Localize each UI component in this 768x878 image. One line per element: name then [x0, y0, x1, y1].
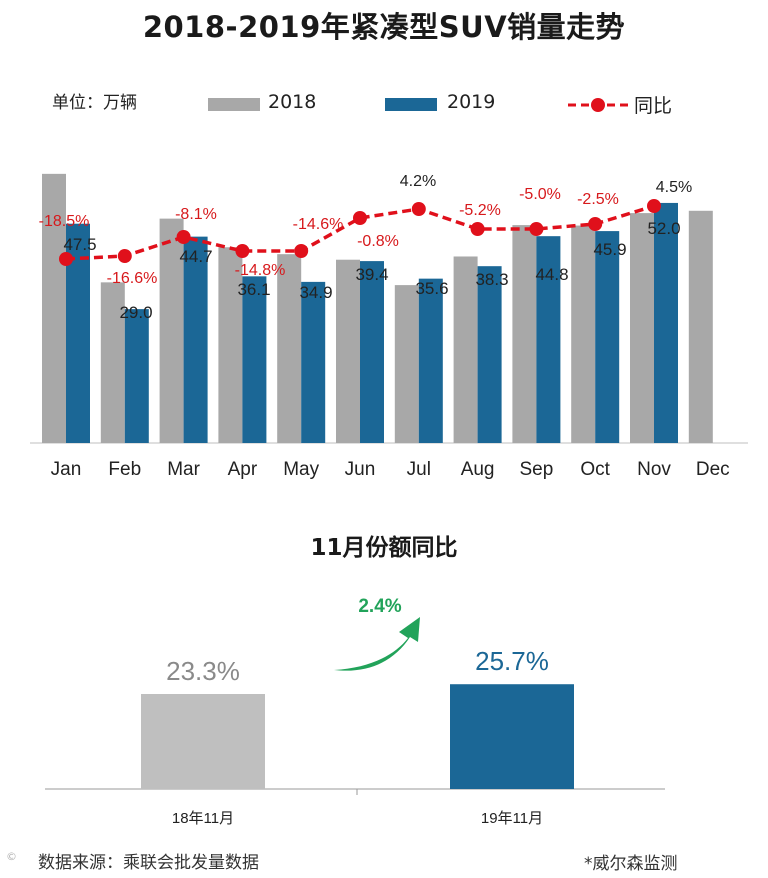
yoy-point-jun: [353, 211, 367, 225]
yoy-point-oct: [588, 217, 603, 231]
tick-label-apr: Apr: [228, 459, 258, 480]
yoy-point-jul: [411, 202, 426, 216]
share-value-label-2018: 23.3%: [166, 656, 240, 686]
bar-2019-apr: [242, 276, 267, 443]
bar-2019-jul: [418, 278, 443, 443]
value-label-2019-apr: 36.1: [237, 280, 270, 299]
bar-2018-jan: [42, 173, 66, 443]
bar-2018-aug: [453, 256, 478, 443]
value-label-2019-nov: 52.0: [647, 219, 680, 238]
yoy-point-nov: [647, 199, 661, 213]
yoy-label-nov: 4.5%: [656, 179, 692, 196]
tick-label-mar: Mar: [167, 459, 200, 480]
value-label-2019-jul: 35.6: [415, 279, 448, 298]
yoy-point-sep: [529, 222, 544, 236]
bar-2019-may: [301, 281, 326, 443]
bar-2019-feb: [124, 309, 149, 443]
yoy-label-mar: -8.1%: [175, 206, 217, 223]
share-category-label-2018: 18年11月: [172, 810, 234, 827]
tick-label-jan: Jan: [51, 459, 82, 480]
share-category-label-2019: 19年11月: [481, 810, 543, 827]
bar-2018-oct: [571, 225, 596, 443]
share-value-label-2019: 25.7%: [475, 646, 549, 676]
legend-label-yoy: 同比: [634, 95, 673, 117]
bar-2019-oct: [595, 231, 620, 443]
share-bar-2019: [450, 684, 574, 789]
yoy-point-mar: [176, 230, 191, 244]
increase-arrow-icon: [334, 617, 420, 671]
legend-label-2018: 2018: [268, 91, 317, 113]
yoy-point-jan: [59, 252, 73, 266]
yoy-label-jul: 4.2%: [400, 173, 436, 190]
yoy-label-jan: -18.5%: [39, 213, 90, 230]
yoy-label-may: -14.6%: [293, 216, 344, 233]
bar-2018-dec: [688, 210, 713, 443]
value-label-2019-sep: 44.8: [535, 265, 568, 284]
bar-2018-sep: [512, 225, 537, 443]
legend-yoy-marker: [568, 98, 628, 112]
value-label-2019-jun: 39.4: [355, 265, 388, 284]
bar-2019-mar: [183, 236, 208, 443]
tick-label-oct: Oct: [580, 459, 610, 480]
bar-2019-jun: [360, 261, 384, 443]
tick-label-dec: Dec: [696, 459, 730, 480]
unit-label: 单位：万辆: [52, 93, 137, 113]
tick-label-sep: Sep: [519, 459, 553, 480]
tick-label-jul: Jul: [407, 459, 431, 480]
bar-2018-may: [277, 254, 302, 443]
yoy-line: [65, 204, 655, 261]
tick-label-jun: Jun: [345, 459, 376, 480]
yoy-label-apr: -14.8%: [235, 262, 286, 279]
bar-2019-nov: [654, 202, 678, 443]
bar-2018-mar: [159, 218, 184, 443]
watermark-logo: ©: [6, 850, 17, 863]
yoy-label-feb: -16.6%: [107, 270, 158, 287]
tick-label-may: May: [283, 459, 319, 480]
value-label-2019-mar: 44.7: [179, 247, 212, 266]
yoy-point-apr: [235, 244, 250, 258]
yoy-point-may: [294, 244, 309, 258]
yoy-label-jun: -0.8%: [357, 233, 399, 250]
chart-title: 2018-2019年紧凑型SUV销量走势: [142, 10, 626, 44]
yoy-point-aug: [470, 222, 485, 236]
sales-chart: Jan Feb Mar Apr May Jun Jul Aug Sep Oct Nov Dec 47.5…: [30, 173, 748, 480]
yoy-label-sep: -5.0%: [519, 186, 561, 203]
legend-swatch-2018: [208, 98, 260, 111]
tick-label-feb: Feb: [108, 459, 141, 480]
monitor-note: *威尔森监测: [584, 854, 678, 874]
value-label-2019-aug: 38.3: [475, 270, 508, 289]
legend-swatch-2019: [385, 98, 437, 111]
legend-label-2019: 2019: [447, 91, 496, 113]
bar-2019-aug: [477, 266, 502, 443]
bar-2018-jul: [394, 285, 419, 443]
bar-2018-jun: [336, 259, 360, 443]
bar-2018-nov: [630, 213, 654, 443]
yoy-point-feb: [117, 249, 132, 263]
source-note: 数据来源：乘联会批发量数据: [38, 853, 259, 873]
value-label-2019-feb: 29.0: [119, 303, 152, 322]
yoy-label-aug: -5.2%: [459, 202, 501, 219]
value-label-2019-oct: 45.9: [593, 240, 626, 259]
bar-2018-feb: [100, 282, 125, 443]
value-label-2019-may: 34.9: [299, 283, 332, 302]
bar-2019-sep: [536, 236, 561, 443]
tick-label-nov: Nov: [637, 459, 671, 480]
value-label-2019-jan: 47.5: [63, 235, 96, 254]
share-title: 11月份额同比: [310, 535, 458, 561]
tick-label-aug: Aug: [461, 459, 495, 480]
share-change-label: 2.4%: [358, 596, 401, 617]
bar-2018-apr: [218, 247, 243, 443]
share-bar-2018: [141, 694, 265, 789]
yoy-label-oct: -2.5%: [577, 191, 619, 208]
